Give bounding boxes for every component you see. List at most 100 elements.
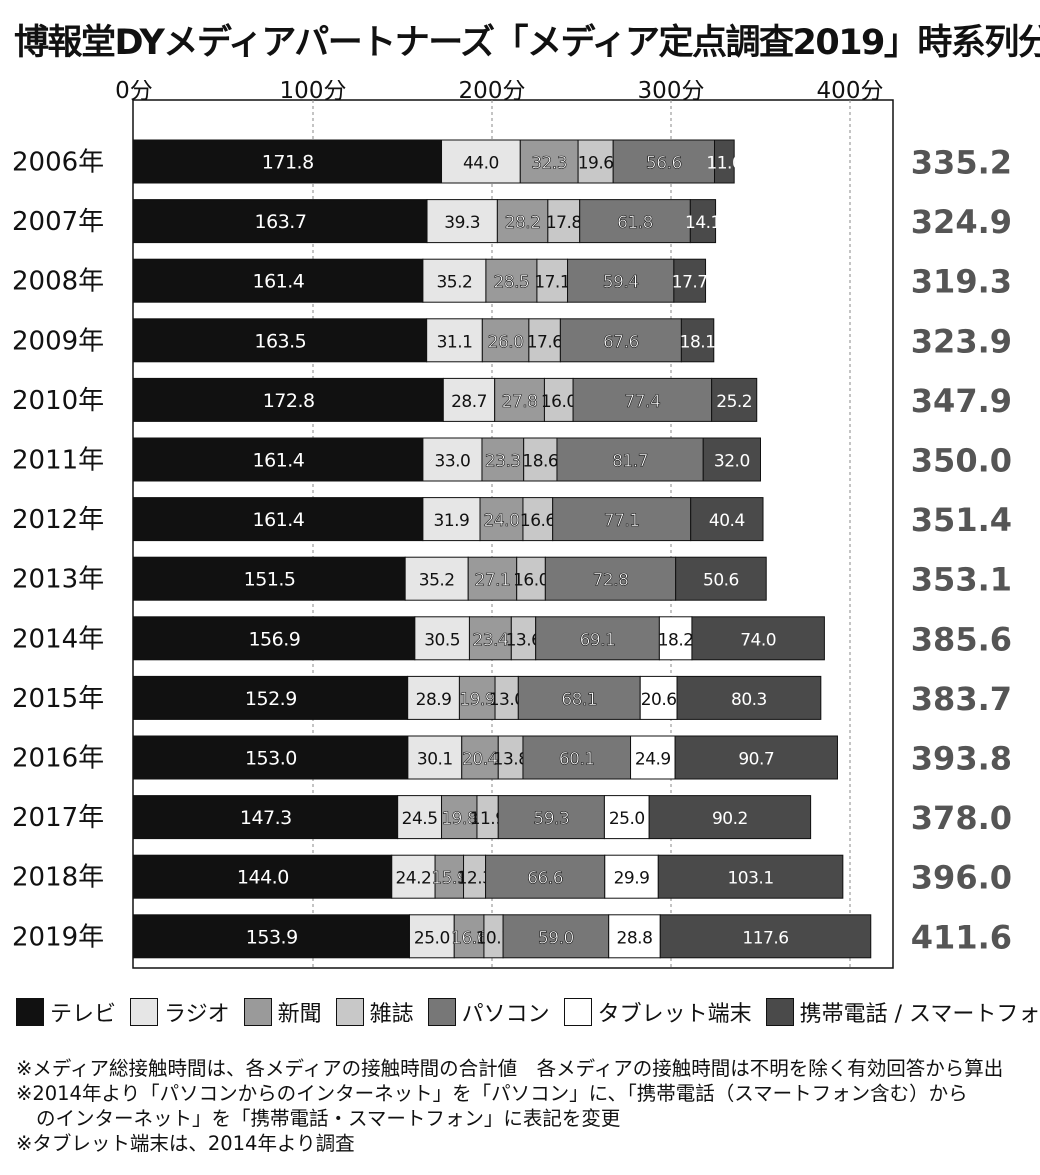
bar-value-label: 72.8 xyxy=(593,571,629,591)
row-total-label: 383.7 xyxy=(911,680,1012,718)
bar-segment xyxy=(536,258,569,303)
bar-value-label: 27.1 xyxy=(475,571,511,591)
bar-value-label: 163.7 xyxy=(255,211,307,233)
bar-value-label: 152.9 xyxy=(245,688,297,710)
bar-value-label: 14.1 xyxy=(685,213,721,233)
bar-segment xyxy=(659,914,872,959)
bar-value-label: 77.4 xyxy=(624,392,660,412)
bar-value-label: 103.1 xyxy=(727,869,773,889)
footnotes: ※メディア総接触時間は、各メディアの接触時間の合計値 各メディアの接触時間は不明… xyxy=(16,1056,1003,1156)
legend-swatch xyxy=(335,998,364,1026)
bar-value-label: 171.8 xyxy=(262,152,314,174)
bar-value-label: 19.6 xyxy=(578,154,614,174)
x-tick-label: 100分 xyxy=(280,80,347,104)
bar-value-label: 90.7 xyxy=(738,750,774,770)
bar-value-label: 156.9 xyxy=(248,628,300,650)
bar-segment xyxy=(502,914,610,959)
bar-segment xyxy=(510,616,537,661)
x-tick-label: 0分 xyxy=(115,80,153,104)
bar-segment xyxy=(689,199,717,244)
bar-segment xyxy=(133,556,406,601)
legend: テレビ ラジオ 新聞 雑誌 パソコン タブレット端末 携帯電話 / スマートフォン xyxy=(16,996,1040,1028)
bar-segment xyxy=(494,377,545,422)
bar-segment xyxy=(133,377,444,422)
bar-segment xyxy=(414,616,470,661)
bar-segment xyxy=(691,616,825,661)
bar-segment xyxy=(528,318,561,363)
bar-value-label: 24.0 xyxy=(484,511,520,531)
x-tick-label: 300分 xyxy=(638,80,705,104)
bar-segment xyxy=(422,497,481,542)
bar-segment xyxy=(133,199,428,244)
bar-segment xyxy=(523,437,558,482)
bar-segment xyxy=(496,199,549,244)
bar-value-label: 74.0 xyxy=(740,630,776,650)
bar-value-label: 59.3 xyxy=(533,809,569,829)
y-category-label: 2015年 xyxy=(12,684,104,714)
bar-value-label: 17.6 xyxy=(527,332,563,352)
bar-segment xyxy=(680,318,715,363)
bar-segment xyxy=(522,497,554,542)
bar-value-label: 27.8 xyxy=(502,392,538,412)
bar-segment xyxy=(675,556,767,601)
legend-item: 携帯電話 / スマートフォン xyxy=(765,996,1040,1028)
bar-value-label: 24.2 xyxy=(395,869,431,889)
bar-value-label: 26.0 xyxy=(488,332,524,352)
y-category-label: 2013年 xyxy=(12,565,104,595)
bar-segment xyxy=(535,616,660,661)
bar-segment xyxy=(547,199,581,244)
bar-value-label: 66.6 xyxy=(527,869,563,889)
bar-value-label: 32.0 xyxy=(714,452,750,472)
bar-value-label: 151.5 xyxy=(244,569,296,591)
bar-value-label: 18.6 xyxy=(522,452,558,472)
y-category-label: 2016年 xyxy=(12,744,104,774)
bar-value-label: 20.4 xyxy=(462,750,498,770)
bar-segment xyxy=(517,675,641,720)
bar-value-label: 25.0 xyxy=(609,809,645,829)
row-total-label: 347.9 xyxy=(911,382,1012,420)
bar-value-label: 25.0 xyxy=(414,928,450,948)
y-category-label: 2012年 xyxy=(12,505,104,535)
legend-swatch xyxy=(427,998,456,1026)
row-total-label: 393.8 xyxy=(911,740,1012,778)
bar-segment xyxy=(657,854,844,899)
bar-segment xyxy=(552,497,692,542)
bar-segment xyxy=(572,377,713,422)
bar-value-label: 80.3 xyxy=(731,690,767,710)
bar-segment xyxy=(567,258,675,303)
bar-value-label: 161.4 xyxy=(252,271,304,293)
bar-value-label: 32.3 xyxy=(531,154,567,174)
bar-segment xyxy=(133,318,428,363)
bar-segment xyxy=(133,616,416,661)
legend-label: 雑誌 xyxy=(369,1002,414,1027)
bar-segment xyxy=(133,258,424,303)
bar-value-label: 81.7 xyxy=(612,452,648,472)
bar-value-label: 39.3 xyxy=(444,213,480,233)
bar-segment xyxy=(497,795,605,840)
bar-value-label: 28.7 xyxy=(451,392,487,412)
chart-title: 博報堂DYメディアパートナーズ「メディア定点調査2019」時系列分析 xyxy=(14,23,1040,63)
bar-value-label: 13.8 xyxy=(493,750,529,770)
row-total-label: 385.6 xyxy=(911,620,1012,658)
bar-value-label: 13.0 xyxy=(489,690,525,710)
bar-value-label: 18.2 xyxy=(658,630,694,650)
bar-value-label: 90.2 xyxy=(712,809,748,829)
bar-value-label: 18.1 xyxy=(680,332,716,352)
bar-segment xyxy=(391,854,436,899)
row-total-label: 353.1 xyxy=(911,561,1012,599)
bar-value-label: 17.1 xyxy=(534,273,570,293)
bar-value-label: 25.2 xyxy=(716,392,752,412)
y-category-label: 2009年 xyxy=(12,326,104,356)
bar-segment xyxy=(544,556,677,601)
legend-swatch xyxy=(563,998,592,1026)
y-category-label: 2017年 xyxy=(12,803,104,833)
bar-segment xyxy=(676,675,822,720)
bar-value-label: 56.6 xyxy=(646,154,682,174)
bar-segment xyxy=(579,199,691,244)
bar-value-label: 16.0 xyxy=(513,571,549,591)
legend-item: 雑誌 xyxy=(335,996,414,1028)
bar-segment xyxy=(516,556,546,601)
legend-item: パソコン xyxy=(427,996,550,1028)
footnote-3: のインターネット」を「携帯電話・スマートフォン」に表記を変更 xyxy=(36,1107,621,1130)
legend-item: タブレット端末 xyxy=(563,996,752,1028)
